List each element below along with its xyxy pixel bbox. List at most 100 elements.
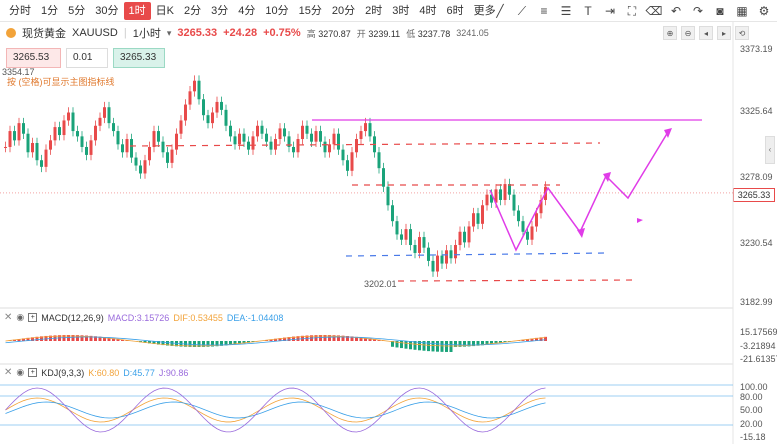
candle-body xyxy=(476,213,480,224)
buy-price-box[interactable]: 3265.33 xyxy=(113,48,165,68)
timeframe-0[interactable]: 分时 xyxy=(9,4,31,17)
fullscreen-icon[interactable]: ⛶ xyxy=(627,3,637,18)
macd-label[interactable]: MACD(12,26,9) xyxy=(41,312,104,323)
scroll-right-icon[interactable]: ▸ xyxy=(717,26,731,40)
text-icon[interactable]: T xyxy=(584,4,592,18)
sell-price-box[interactable]: 3265.53 xyxy=(6,48,61,68)
candle-body xyxy=(148,146,151,161)
timeframe-10[interactable]: 15分 xyxy=(298,4,322,17)
candle-body xyxy=(265,133,268,142)
timeframe-13[interactable]: 3时 xyxy=(392,4,410,17)
zoom-in-icon[interactable]: ⊕ xyxy=(663,26,677,40)
timeframe-2[interactable]: 5分 xyxy=(68,4,86,17)
fib-icon[interactable]: ☰ xyxy=(560,4,572,18)
low-stat: 低 3237.78 xyxy=(406,27,450,40)
candle-body xyxy=(445,250,448,264)
macd-bar xyxy=(26,337,30,341)
candle-body xyxy=(175,133,178,150)
macd-bar xyxy=(440,341,444,352)
close-icon[interactable]: ✕ xyxy=(4,367,13,378)
measure-icon[interactable]: ⇥ xyxy=(604,4,616,18)
timeframe-11[interactable]: 20分 xyxy=(331,4,356,17)
arrow-head-icon xyxy=(577,228,585,238)
eye-icon[interactable]: ◉ xyxy=(16,312,25,322)
candle-body xyxy=(170,149,174,163)
timeframe-14[interactable]: 4时 xyxy=(419,4,437,17)
macd-bar xyxy=(287,337,291,341)
timeframe-6[interactable]: 2分 xyxy=(183,4,202,17)
candle-body xyxy=(166,152,169,163)
candle-body xyxy=(278,128,282,140)
eraser-icon[interactable]: ⌫ xyxy=(645,4,663,18)
redo-icon[interactable]: ↷ xyxy=(692,4,704,18)
zoom-out-icon[interactable]: ⊖ xyxy=(681,26,695,40)
macd-bar xyxy=(274,338,277,341)
timeframe-5[interactable]: 日K xyxy=(155,4,174,17)
timeframe-15[interactable]: 6时 xyxy=(446,4,464,17)
macd-bar xyxy=(445,341,448,352)
macd-tick-2: -3.21894 xyxy=(740,341,776,351)
macd-bar xyxy=(98,336,102,341)
macd-bar xyxy=(148,341,151,344)
candle-body xyxy=(409,229,412,246)
candle-body xyxy=(431,260,435,272)
candle-body xyxy=(436,255,439,272)
macd-bar xyxy=(242,341,246,344)
period-selector[interactable]: 1小时 xyxy=(132,28,161,40)
timeframe-4[interactable]: 1时 xyxy=(123,1,151,20)
dropdown-icon[interactable]: ▾ xyxy=(166,27,172,38)
macd-bar xyxy=(346,336,349,341)
candle-body xyxy=(391,205,394,222)
undo-icon[interactable]: ↶ xyxy=(670,4,682,18)
candle-body xyxy=(287,136,291,147)
layout-icon[interactable]: ▦ xyxy=(736,4,748,18)
macd-bar xyxy=(238,341,241,344)
candle-body xyxy=(301,125,304,140)
candle-body xyxy=(382,168,385,187)
scroll-left-icon[interactable]: ◂ xyxy=(699,26,713,40)
gold-icon xyxy=(6,28,16,38)
timeframe-1[interactable]: 1分 xyxy=(41,4,59,17)
camera-icon[interactable]: ◙ xyxy=(716,4,724,18)
macd-bar xyxy=(544,336,547,341)
candle-body xyxy=(332,133,336,145)
macd-bar xyxy=(107,337,111,341)
timeframe-16[interactable]: 更多 xyxy=(473,4,496,17)
candle-body xyxy=(481,205,484,224)
expand-icon[interactable]: + xyxy=(28,313,38,322)
macd-bar xyxy=(229,341,232,345)
candle-body xyxy=(404,229,408,240)
dea-line xyxy=(5,336,546,346)
kdj-legend: ✕ ◉ + KDJ(9,3,3) K:60.80 D:45.77 J:90.86 xyxy=(4,367,188,378)
collapse-panel-icon[interactable]: ‹ xyxy=(765,136,775,164)
macd-bar xyxy=(31,337,34,341)
macd-tick-1: 15.17569 xyxy=(740,327,777,337)
macd-bar xyxy=(13,339,16,341)
timeframe-7[interactable]: 3分 xyxy=(211,4,229,17)
low-value: 3237.78 xyxy=(417,28,451,39)
reset-icon[interactable]: ⟲ xyxy=(735,26,749,40)
symbol-name[interactable]: 现货黄金 xyxy=(22,28,66,40)
kdj-label[interactable]: KDJ(9,3,3) xyxy=(41,367,85,378)
eye-icon[interactable]: ◉ xyxy=(16,367,25,377)
timeframe-8[interactable]: 4分 xyxy=(238,4,256,17)
timeframe-9[interactable]: 10分 xyxy=(265,4,289,17)
symbol-code[interactable]: XAUUSD xyxy=(72,27,118,39)
macd-bar xyxy=(166,341,169,346)
ray-icon[interactable]: ⟋ xyxy=(517,3,527,18)
settings-icon[interactable]: ⚙ xyxy=(758,4,770,18)
timeframe-3[interactable]: 30分 xyxy=(95,4,119,17)
horizontal-line-icon[interactable]: ≡ xyxy=(540,4,548,18)
separator: | xyxy=(123,27,127,39)
macd-bar xyxy=(364,337,367,341)
timeframe-list: 分时 1分 5分 30分 1时 日K 2分 3分 4分 10分 15分 20分 2时 3时 4时 6时 更多 xyxy=(4,1,501,20)
close-icon[interactable]: ✕ xyxy=(4,312,13,323)
macd-bar xyxy=(220,341,223,346)
timeframe-12[interactable]: 2时 xyxy=(365,4,383,17)
y-tick-1: 3373.19 xyxy=(740,44,773,54)
macd-bar xyxy=(359,337,363,341)
trend-line-icon[interactable]: ╱ xyxy=(496,4,504,18)
expand-icon[interactable]: + xyxy=(28,368,38,377)
quantity-input[interactable]: 0.01 xyxy=(66,48,108,68)
